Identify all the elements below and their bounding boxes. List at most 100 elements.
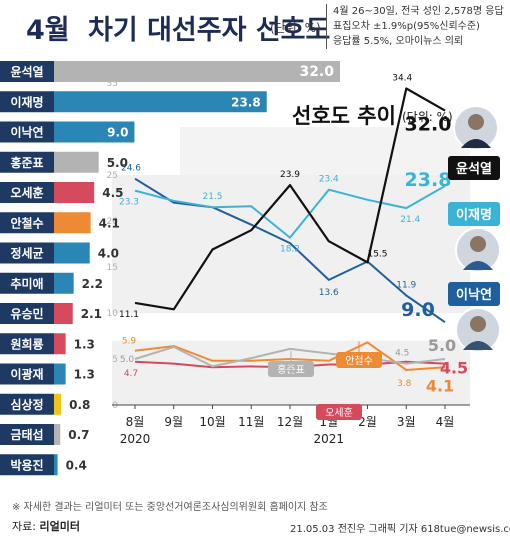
y-tick-label: 35 [107,79,118,89]
bar-mark [54,91,267,113]
bar-mark [54,424,61,445]
bar-value-label: 0.8 [69,398,90,412]
point-label: 4.7 [124,369,138,379]
bar-value-label: 0.4 [66,458,87,472]
bar-category-box [0,303,54,324]
series-tag-box [316,404,362,420]
last-value-label: 23.8 [405,169,452,191]
series-tag-label: 이낙연 [456,287,492,303]
point-label: 13.6 [319,288,339,298]
survey-info-line-1: 4월 26~30일, 전국 성인 2,578명 응답 [333,6,504,17]
point-label: 34.4 [392,74,412,84]
bar-category-box [0,393,54,415]
y-tick-label: 10 [107,309,119,319]
point-label: 5.0 [120,355,135,365]
bar-category-label: 심상정 [10,397,43,412]
last-value-label: 5.0 [428,336,456,355]
bar-category-label: 추미애 [10,276,43,291]
portrait-head [470,236,486,252]
point-label: 23.9 [280,170,300,180]
bar-category-box [0,454,54,476]
bar-mark [54,182,95,203]
bar-value-label: 4.5 [102,186,123,200]
bar-category-label: 홍준표 [10,155,43,170]
bar-category-label: 정세균 [10,246,43,261]
last-value-label: 4.1 [426,376,454,395]
bar-category-box [0,61,54,82]
bar-category-box [0,212,54,234]
point-label: 24.6 [121,164,141,174]
bar-category-box [0,424,54,445]
point-label: 11.9 [396,281,416,291]
x-tick-label: 9월 [164,415,183,429]
point-label: 23.4 [319,175,339,185]
bar-category-box [0,363,54,385]
y-tick-label: 5 [112,355,118,365]
series-tag-label: 이재명 [456,207,492,223]
bar-mark [54,393,62,415]
series-tag-label: 오세훈 [325,406,353,419]
x-tick-label: 11월 [238,415,264,429]
x-year-label: 2021 [313,432,344,446]
bar-value-label: 9.0 [107,126,128,140]
bar-category-box [0,242,54,264]
survey-info-line-3: 응답률 5.5%, 오마이뉴스 의뢰 [333,36,464,47]
bar-category-label: 윤석열 [10,64,43,79]
trend-title: 선호도 추이 [292,104,396,128]
bar-value-label: 4.1 [99,216,120,230]
last-value-label: 32.0 [405,114,452,136]
footer-source: 자료: 리얼미터 [12,518,80,534]
series-tag-box [448,282,500,306]
footer-credit: 21.05.03 전진우 그래픽 기자 618tue@newsis.com [290,524,510,535]
bar-mark [54,151,99,173]
source-label: 자료: [12,520,40,533]
bar-category-label: 원희룡 [10,336,43,351]
x-tick-label: 8월 [126,415,145,429]
bar-mark [54,272,74,294]
bar-category-box [0,182,54,203]
bar-value-label: 23.8 [231,95,261,109]
bar-category-box [0,121,54,143]
x-tick-label: 2월 [358,415,377,429]
bar-mark [54,121,135,143]
trend-unit: (단위: %) [402,110,453,124]
bar-value-label: 0.7 [68,428,89,442]
point-label: 15.5 [367,249,387,259]
last-value-label: 9.0 [401,299,435,321]
y-tick-label: 15 [107,263,118,273]
bar-category-label: 이낙연 [10,125,43,140]
bar-value-label: 1.3 [74,337,95,351]
bar-value-label: 4.0 [98,247,119,261]
bar-mark [54,212,91,234]
page-title: 차기 대선주자 선호도 [88,15,331,46]
bar-category-label: 금태섭 [10,427,43,442]
point-label: 18.2 [280,245,300,255]
portrait-body [461,139,491,148]
point-label: 4.5 [395,349,409,359]
series-line-3 [134,177,446,324]
bar-category-label: 이광재 [10,367,43,382]
x-year-label: 2020 [120,432,151,446]
bar-mark [54,454,58,476]
bar-mark [54,242,90,264]
series-line-2 [134,185,446,239]
bar-value-label: 2.2 [82,277,103,291]
x-tick-label: 10월 [199,415,225,429]
series-tag-box [448,156,500,180]
bar-value-label: 32.0 [299,64,334,80]
survey-info-line-2: 표집오차 ±1.9%p(95%신뢰수준) [333,21,480,32]
y-tick-label: 0 [112,401,118,411]
series-tag-label: 윤석열 [456,161,492,177]
point-label: 11.1 [119,310,139,320]
bar-category-label: 안철수 [10,215,43,230]
bar-category-label: 오세훈 [10,185,43,200]
bar-mark [54,333,66,355]
title-unit: (단위: %) [270,21,321,35]
trend-top-panel [180,127,470,177]
bar-category-box [0,333,54,355]
bar-category-label: 박용진 [10,457,43,472]
series-tag-box [448,202,500,226]
x-tick-label: 3월 [397,415,416,429]
bar-value-label: 5.0 [107,156,128,170]
